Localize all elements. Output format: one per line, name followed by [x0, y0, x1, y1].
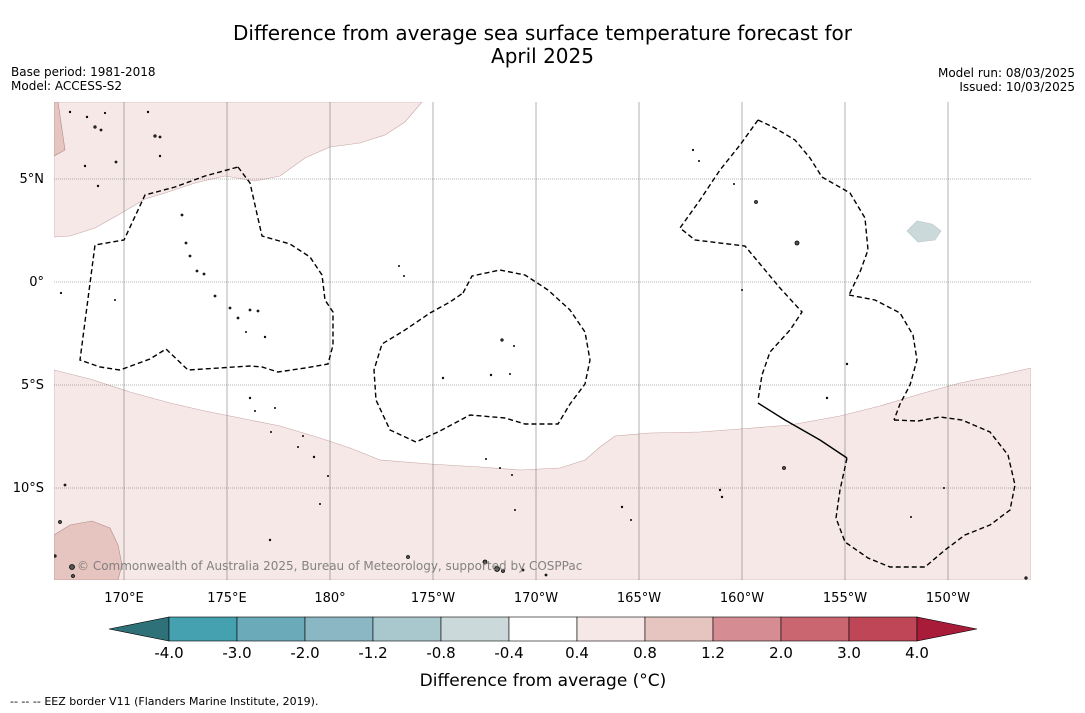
colorbar-segment — [576, 616, 646, 642]
lon-label-170w: 170°W — [514, 591, 558, 606]
lon-gridlines — [123, 102, 949, 580]
base-info: Base period: 1981-2018 Model: ACCESS-S2 — [11, 65, 156, 93]
lon-label-150w: 150°W — [926, 591, 970, 606]
issued-date-text: Issued: 10/03/2025 — [959, 80, 1075, 94]
colorbar-tick-label: 0.4 — [565, 644, 589, 662]
lat-gridlines — [54, 178, 1031, 489]
colorbar: -4.0 -3.0 -2.0 -1.2 -0.8 -0.4 0.4 0.8 1.… — [108, 616, 978, 691]
lat-labels: 5°N 0° 5°S 10°S — [13, 172, 44, 496]
eez-border-southeast — [848, 294, 918, 421]
lon-label-175e: 175°E — [207, 591, 247, 606]
eez-border-kiribati-gilbert — [79, 166, 334, 373]
colorbar-segment — [440, 616, 510, 642]
eez-border-cook-islands — [835, 416, 1016, 568]
warm-anomaly-patch-northwest — [54, 102, 66, 157]
eez-border-line-islands-west — [679, 119, 803, 401]
colorbar-tick-label: -0.4 — [494, 644, 523, 662]
lat-label-5n: 5°N — [20, 172, 45, 187]
colorbar-segment — [236, 616, 306, 642]
islands — [54, 110, 1028, 580]
colorbar-tick-label: -0.8 — [426, 644, 455, 662]
colorbar-segment — [780, 616, 850, 642]
run-info: Model run: 08/03/2025 Issued: 10/03/2025 — [938, 66, 1075, 94]
lon-label-160w: 160°W — [720, 591, 764, 606]
eez-legend: -- -- -- EEZ border V11 (Flanders Marine… — [10, 695, 318, 708]
lon-label-165w: 165°W — [617, 591, 661, 606]
colorbar-tick-label: 2.0 — [769, 644, 793, 662]
eez-border-phoenix — [373, 269, 591, 443]
lat-label-5s: 5°S — [21, 378, 44, 393]
lon-label-175w: 175°W — [411, 591, 455, 606]
colorbar-tick-labels: -4.0 -3.0 -2.0 -1.2 -0.8 -0.4 0.4 0.8 1.… — [154, 644, 929, 662]
colorbar-tick-label: -4.0 — [154, 644, 183, 662]
map-panel: © Commonwealth of Australia 2025, Bureau… — [54, 102, 1031, 580]
colorbar-segment — [712, 616, 782, 642]
eez-border-line-islands — [757, 119, 869, 296]
colorbar-segment — [304, 616, 374, 642]
model-run-text: Model run: 08/03/2025 — [937, 66, 1075, 80]
lon-labels: 170°E 175°E 180° 175°W 170°W 165°W 160°W… — [104, 591, 970, 606]
colorbar-label: Difference from average (°C) — [420, 671, 667, 691]
colorbar-segment — [848, 616, 918, 642]
lat-label-10s: 10°S — [13, 481, 44, 496]
copyright-notice: © Commonwealth of Australia 2025, Bureau… — [77, 559, 582, 573]
colorbar-tick-label: 1.2 — [701, 644, 725, 662]
colorbar-segment — [644, 616, 714, 642]
model-name-text: Model: ACCESS-S2 — [11, 79, 123, 93]
base-period-text: Base period: 1981-2018 — [11, 65, 156, 79]
warm-anomaly-region-south — [54, 367, 1031, 580]
colorbar-tick-label: 4.0 — [905, 644, 929, 662]
colorbar-segment — [168, 616, 238, 642]
map-title-line1: Difference from average sea surface temp… — [232, 21, 852, 45]
colorbar-segment — [372, 616, 442, 642]
lat-label-0: 0° — [29, 275, 44, 290]
colorbar-segments — [108, 616, 978, 642]
cool-anomaly-patch — [906, 220, 942, 243]
colorbar-extend-max — [916, 616, 978, 642]
lon-label-170e: 170°E — [104, 591, 144, 606]
colorbar-tick-label: 3.0 — [837, 644, 861, 662]
colorbar-segment — [508, 616, 578, 642]
colorbar-tick-label: 0.8 — [633, 644, 657, 662]
colorbar-extend-min — [108, 616, 170, 642]
eez-border-solid-segment — [757, 402, 848, 459]
map-title-line2: April 2025 — [491, 44, 594, 68]
lon-label-180: 180° — [314, 591, 345, 606]
eez-borders — [79, 119, 1016, 568]
colorbar-tick-label: -2.0 — [290, 644, 319, 662]
colorbar-tick-label: -1.2 — [358, 644, 387, 662]
colorbar-tick-label: -3.0 — [222, 644, 251, 662]
lon-label-155w: 155°W — [823, 591, 867, 606]
eez-legend-symbol: -- -- -- — [10, 695, 41, 708]
eez-legend-text: EEZ border V11 (Flanders Marine Institut… — [44, 695, 319, 708]
